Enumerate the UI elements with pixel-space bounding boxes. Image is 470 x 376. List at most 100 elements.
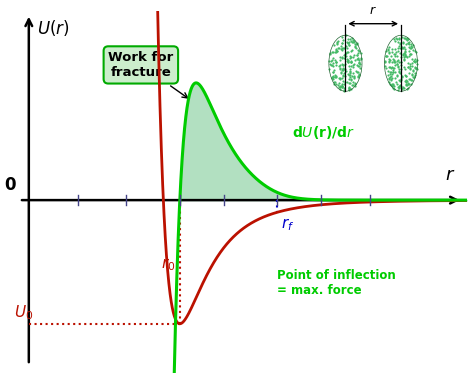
Point xyxy=(329,49,336,55)
Point xyxy=(349,39,357,45)
Point xyxy=(400,45,407,51)
Point xyxy=(331,58,338,64)
Point xyxy=(331,74,338,80)
Point xyxy=(355,71,363,77)
Point xyxy=(388,75,396,81)
Point xyxy=(347,59,355,65)
Point xyxy=(400,56,408,62)
Point xyxy=(338,40,346,46)
Point xyxy=(352,68,360,74)
Point xyxy=(410,68,417,74)
Point xyxy=(399,83,407,89)
Point xyxy=(345,36,352,42)
Point xyxy=(403,35,410,41)
Point xyxy=(402,73,410,79)
Point xyxy=(347,58,355,64)
Point xyxy=(388,83,396,89)
Point xyxy=(341,73,348,79)
Point xyxy=(407,43,415,49)
Point xyxy=(385,79,393,85)
Point xyxy=(346,72,353,78)
Point xyxy=(337,66,344,72)
Point xyxy=(356,60,363,66)
Point xyxy=(339,65,347,71)
Point xyxy=(406,61,413,67)
Point xyxy=(338,55,345,61)
Point xyxy=(384,68,392,74)
Point xyxy=(355,63,362,69)
Point xyxy=(400,85,407,91)
Point xyxy=(334,39,341,45)
Point xyxy=(403,86,411,92)
Point xyxy=(386,71,394,77)
Point xyxy=(333,40,341,46)
Point xyxy=(400,54,407,60)
Point xyxy=(344,79,351,85)
Point xyxy=(337,70,345,76)
Text: $\mathbf{0}$: $\mathbf{0}$ xyxy=(4,176,17,194)
Point xyxy=(407,41,415,47)
Point xyxy=(350,61,358,67)
Point xyxy=(385,59,393,65)
Point xyxy=(333,47,340,53)
Point xyxy=(341,52,348,58)
Point xyxy=(391,46,399,52)
Point xyxy=(410,58,417,64)
Point xyxy=(389,81,397,87)
Point xyxy=(327,62,335,68)
Point xyxy=(333,49,340,55)
Point xyxy=(407,66,414,72)
Point xyxy=(346,80,353,86)
Point xyxy=(327,58,335,64)
Point xyxy=(353,56,361,62)
Point xyxy=(402,79,410,85)
Point xyxy=(412,65,419,71)
Point xyxy=(344,49,351,55)
Point xyxy=(412,49,420,55)
Point xyxy=(399,39,407,45)
Text: Point of inflection
= max. force: Point of inflection = max. force xyxy=(277,269,396,297)
Point xyxy=(390,83,398,89)
Point xyxy=(411,74,418,80)
Point xyxy=(336,65,344,71)
Point xyxy=(387,65,395,71)
Point xyxy=(355,72,362,78)
Point xyxy=(408,60,415,66)
Point xyxy=(408,44,416,50)
Point xyxy=(403,41,410,47)
Point xyxy=(349,39,356,45)
Point xyxy=(407,77,415,83)
Point xyxy=(408,63,416,69)
Point xyxy=(398,77,405,83)
Point xyxy=(355,58,362,64)
Point xyxy=(401,35,408,41)
Point xyxy=(406,76,413,82)
Point xyxy=(354,74,362,80)
Point xyxy=(346,68,353,74)
Point xyxy=(342,32,349,38)
Point xyxy=(353,52,361,58)
Point xyxy=(385,44,392,50)
Point xyxy=(409,42,416,48)
Point xyxy=(390,51,398,57)
Point xyxy=(398,54,405,60)
Point xyxy=(408,56,416,62)
Point xyxy=(411,59,418,65)
Point xyxy=(394,45,401,52)
Point xyxy=(338,33,346,39)
Point xyxy=(410,58,418,64)
Point xyxy=(396,68,403,74)
Point xyxy=(392,62,399,68)
Point xyxy=(345,39,352,45)
Point xyxy=(355,59,362,65)
Point xyxy=(336,74,343,80)
Point xyxy=(345,42,353,48)
Point xyxy=(342,66,349,72)
Point xyxy=(338,54,345,60)
Point xyxy=(406,41,413,47)
Point xyxy=(391,86,398,92)
Point xyxy=(399,85,406,91)
Point xyxy=(354,50,362,56)
Point xyxy=(382,65,390,71)
Point xyxy=(397,62,404,68)
